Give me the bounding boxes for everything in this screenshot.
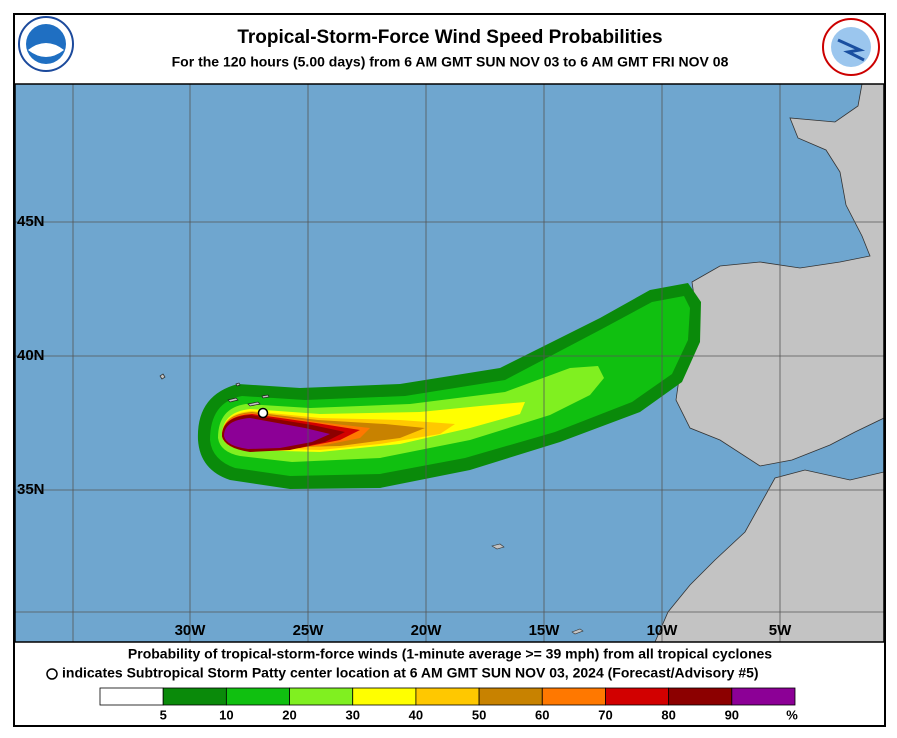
footer-line1: Probability of tropical-storm-force wind…	[128, 646, 772, 662]
legend-label: 90	[725, 707, 739, 722]
legend-label: 5	[160, 707, 167, 722]
legend-swatch	[289, 687, 354, 706]
legend-label: 10	[219, 707, 233, 722]
lon-label: 5W	[769, 622, 792, 639]
lon-label: 25W	[293, 622, 325, 639]
nws-logo	[822, 18, 880, 76]
wind-probability-contours	[197, 283, 701, 489]
legend-label: 50	[472, 707, 486, 722]
legend-swatch	[668, 687, 733, 706]
legend-label: 70	[598, 707, 612, 722]
axis-labels: 45N 40N 35N 30W 25W 20W 15W 10W 5W	[17, 213, 792, 639]
subtitle: For the 120 hours (5.00 days) from 6 AM …	[172, 54, 729, 70]
legend-swatch	[225, 687, 290, 706]
lat-label: 40N	[17, 347, 45, 364]
lon-label: 20W	[411, 622, 443, 639]
land-africa	[654, 469, 884, 642]
legend-swatch	[352, 687, 417, 706]
legend-swatch	[478, 687, 543, 706]
legend-label: 30	[345, 707, 359, 722]
legend-swatch	[162, 687, 227, 706]
legend-swatch	[99, 687, 164, 706]
canary-islands	[491, 543, 584, 635]
legend: 5 10 20 30 40 50 60 70 80 90%	[99, 687, 798, 722]
footer-line2: indicates Subtropical Storm Patty center…	[62, 665, 759, 681]
legend-swatch	[415, 687, 480, 706]
storm-center	[257, 407, 269, 419]
legend-label: 60	[535, 707, 549, 722]
title: Tropical-Storm-Force Wind Speed Probabil…	[237, 27, 662, 48]
map-border	[14, 83, 885, 643]
legend-label: 20	[282, 707, 296, 722]
legend-unit: %	[786, 707, 798, 722]
noaa-logo	[18, 16, 74, 72]
lat-label: 35N	[17, 481, 45, 498]
lon-label: 10W	[647, 622, 679, 639]
map	[15, 84, 884, 642]
azores	[159, 373, 270, 407]
lon-label: 30W	[175, 622, 207, 639]
legend-swatch	[731, 687, 796, 706]
lon-label: 15W	[529, 622, 561, 639]
legend-swatch	[605, 687, 670, 706]
grid	[15, 84, 884, 642]
legend-label: 80	[661, 707, 675, 722]
center-symbol	[46, 668, 58, 680]
lat-label: 45N	[17, 213, 45, 230]
legend-label: 40	[409, 707, 423, 722]
legend-swatch	[541, 687, 606, 706]
